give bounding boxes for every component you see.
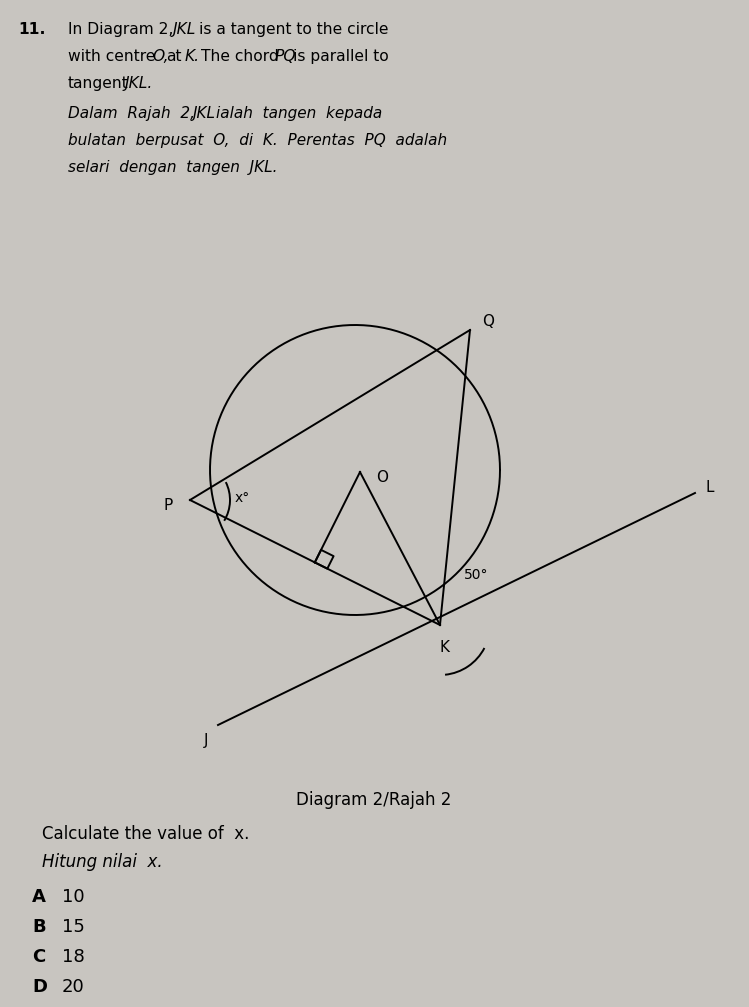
Text: 20: 20 xyxy=(62,978,85,996)
Text: is parallel to: is parallel to xyxy=(293,49,389,64)
Text: Hitung nilai  x.: Hitung nilai x. xyxy=(42,853,163,871)
Text: Dalam  Rajah  2,: Dalam Rajah 2, xyxy=(68,106,195,121)
Text: tangent: tangent xyxy=(68,76,129,91)
Text: K: K xyxy=(440,639,450,655)
Text: PQ: PQ xyxy=(275,49,297,64)
Text: ialah  tangen  kepada: ialah tangen kepada xyxy=(216,106,382,121)
Text: Diagram 2/Rajah 2: Diagram 2/Rajah 2 xyxy=(297,792,452,809)
Text: B: B xyxy=(32,918,46,936)
Text: C: C xyxy=(32,948,45,966)
Text: D: D xyxy=(32,978,47,996)
Text: J: J xyxy=(204,732,208,747)
Text: JKL: JKL xyxy=(193,106,216,121)
Text: P: P xyxy=(163,497,172,513)
Text: O,: O, xyxy=(152,49,169,64)
Text: O: O xyxy=(376,469,388,484)
Text: with centre: with centre xyxy=(68,49,155,64)
Text: A: A xyxy=(32,888,46,906)
Text: 10: 10 xyxy=(62,888,85,906)
Text: In Diagram 2,: In Diagram 2, xyxy=(68,22,173,37)
Text: selari  dengan  tangen  JKL.: selari dengan tangen JKL. xyxy=(68,160,277,174)
Text: x°: x° xyxy=(234,490,249,505)
Text: JKL.: JKL. xyxy=(125,76,154,91)
Text: at: at xyxy=(166,49,181,64)
Text: bulatan  berpusat  O,  di  K.  Perentas  PQ  adalah: bulatan berpusat O, di K. Perentas PQ ad… xyxy=(68,133,447,148)
Text: 11.: 11. xyxy=(18,22,46,37)
Text: The chord: The chord xyxy=(201,49,279,64)
Text: is a tangent to the circle: is a tangent to the circle xyxy=(199,22,389,37)
Text: L: L xyxy=(706,480,715,495)
Text: 15: 15 xyxy=(62,918,85,936)
Text: K.: K. xyxy=(185,49,200,64)
Text: 50°: 50° xyxy=(464,568,489,582)
Text: Q: Q xyxy=(482,314,494,329)
Text: Calculate the value of  x.: Calculate the value of x. xyxy=(42,825,249,843)
Text: JKL: JKL xyxy=(173,22,196,37)
Text: 18: 18 xyxy=(62,948,85,966)
